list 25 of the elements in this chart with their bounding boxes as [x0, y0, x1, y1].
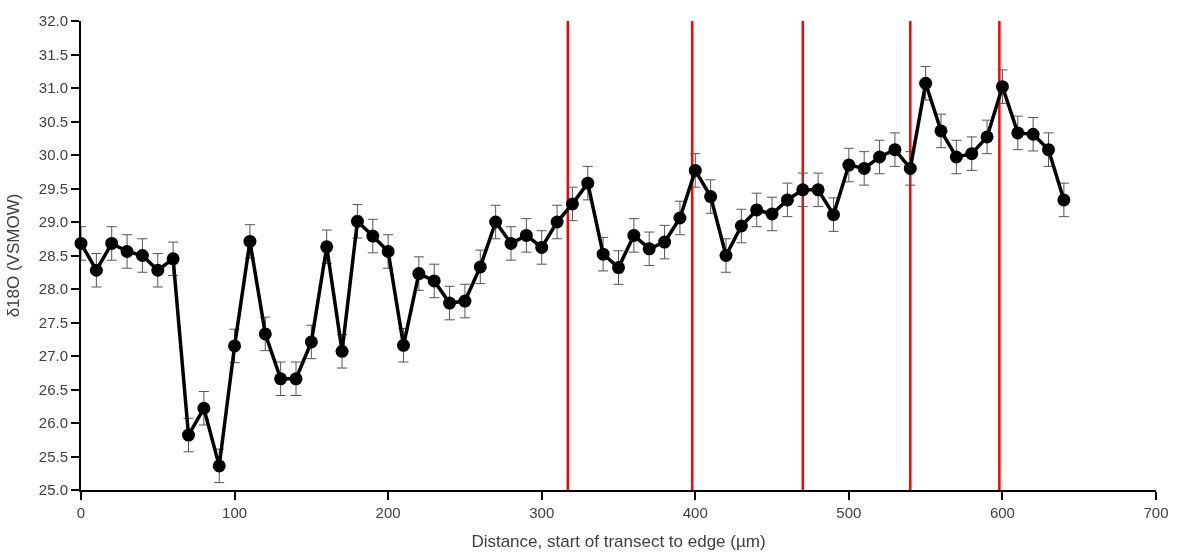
- y-tick-label: 25.0: [38, 481, 68, 499]
- x-tick-label: 600: [989, 504, 1015, 521]
- x-tick-label: 700: [1143, 504, 1169, 521]
- x-tick-label: 0: [76, 504, 86, 521]
- y-tick-label: 26.5: [38, 380, 68, 398]
- x-axis-title: Distance, start of transect to edge (µm): [471, 531, 766, 551]
- x-tick-label: 100: [222, 504, 248, 521]
- x-tick-label: 500: [836, 504, 862, 521]
- y-tick-label: 27.5: [38, 313, 68, 331]
- y-tick-label: 27.0: [38, 347, 68, 365]
- y-tick-label: 31.0: [38, 79, 68, 97]
- x-tick-label: 200: [375, 504, 401, 521]
- x-tick-label: 400: [682, 504, 708, 521]
- y-tick-label: 25.5: [38, 447, 68, 465]
- y-tick-label: 30.5: [38, 112, 68, 130]
- y-tick-label: 29.5: [38, 179, 68, 197]
- y-tick-label: 26.0: [38, 414, 68, 432]
- y-tick-label: 30.0: [38, 146, 68, 164]
- y-tick-label: 28.0: [38, 280, 68, 298]
- y-axis-title: δ18O (VSMOW): [3, 193, 23, 318]
- y-tick-label: 29.0: [38, 213, 68, 231]
- y-tick-label: 28.5: [38, 246, 68, 264]
- y-tick-label: 31.5: [38, 45, 68, 63]
- x-tick-label: 300: [529, 504, 555, 521]
- y-tick-label: 32.0: [38, 12, 68, 30]
